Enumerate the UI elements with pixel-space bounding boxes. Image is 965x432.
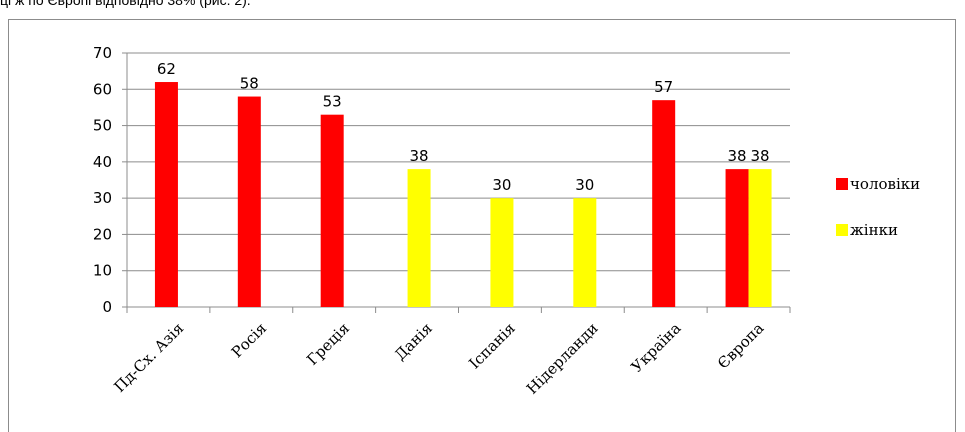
y-tick-label: 10 xyxy=(93,262,112,280)
y-tick-label: 60 xyxy=(93,80,112,98)
data-label: 30 xyxy=(492,176,511,194)
bar-чоловіки xyxy=(237,96,261,308)
bar-жінки xyxy=(573,198,597,307)
bar-чоловіки xyxy=(320,114,344,307)
y-tick-label: 30 xyxy=(93,189,112,207)
x-category-label: Греція xyxy=(303,319,353,369)
legend-label: жінки xyxy=(850,221,898,239)
data-label: 38 xyxy=(751,147,770,165)
x-category-label: Україна xyxy=(628,319,685,376)
y-tick-label: 20 xyxy=(93,225,112,243)
legend-label: чоловіки xyxy=(850,175,920,193)
bar-чоловіки xyxy=(725,169,749,307)
x-category-label: Данія xyxy=(391,319,436,364)
bar-жінки xyxy=(490,198,514,307)
x-category-label: Нідерланди xyxy=(523,319,602,398)
y-tick-label: 0 xyxy=(102,298,112,316)
legend-swatch-чоловіки xyxy=(836,178,848,190)
x-category-label: Європа xyxy=(714,319,767,372)
y-tick-label: 70 xyxy=(93,44,112,62)
x-category-label: Росія xyxy=(228,319,270,361)
y-tick-label: 50 xyxy=(93,117,112,135)
data-label: 38 xyxy=(410,147,429,165)
data-label: 62 xyxy=(157,60,176,78)
x-category-label: Іспанія xyxy=(465,319,518,372)
bar-чоловіки xyxy=(652,100,676,308)
bar-жінки xyxy=(748,169,772,307)
caption-text: ці ж по Європі відповідно 38% (рис. 2). xyxy=(0,0,251,8)
legend-swatch-жінки xyxy=(836,224,848,236)
chart-frame xyxy=(8,19,956,432)
x-category-label: Пд-Сх. Азія xyxy=(110,319,187,396)
data-label: 53 xyxy=(323,93,342,111)
y-tick-label: 40 xyxy=(93,153,112,171)
bar-жінки xyxy=(407,169,431,307)
data-label: 30 xyxy=(575,176,594,194)
bar-чоловіки xyxy=(154,82,178,308)
data-label: 38 xyxy=(728,147,747,165)
data-label: 58 xyxy=(240,75,259,93)
data-label: 57 xyxy=(654,78,673,96)
